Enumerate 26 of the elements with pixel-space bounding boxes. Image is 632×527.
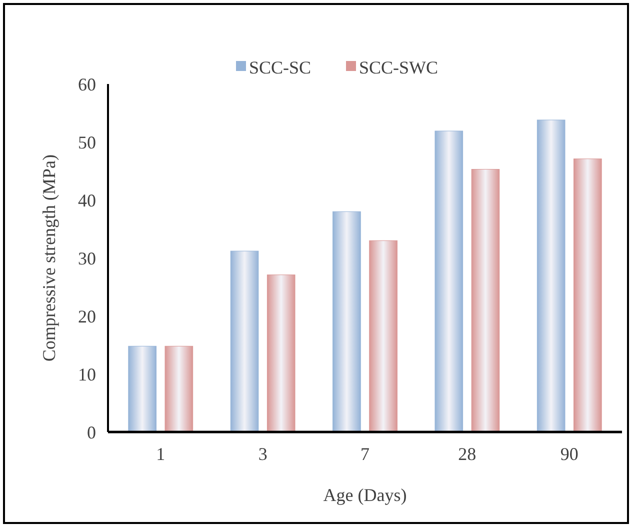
y-axis-title: Compressive strength (MPa): [39, 154, 59, 362]
bar: [434, 130, 464, 432]
bar: [128, 346, 156, 432]
y-tick-label: 60: [78, 74, 96, 94]
y-tick-label: 50: [78, 132, 96, 152]
x-tick-label: 7: [360, 444, 370, 464]
x-tick-label: 1: [156, 444, 166, 464]
bar: [574, 158, 602, 432]
legend-label: SCC-SC: [249, 57, 312, 78]
y-tick-label: 10: [78, 364, 96, 384]
bar: [266, 274, 296, 432]
bar: [471, 169, 500, 432]
x-axis-title: Age (Days): [323, 485, 407, 505]
x-tick-label: 28: [458, 444, 476, 464]
y-tick-label: 40: [78, 190, 96, 210]
x-tick-label: 3: [258, 444, 268, 464]
bar: [230, 250, 259, 432]
x-tick-label: 90: [560, 444, 578, 464]
bar: [332, 211, 361, 432]
bar: [536, 120, 566, 432]
bar: [369, 240, 398, 432]
legend-label: SCC-SWC: [359, 57, 438, 78]
bar: [164, 346, 194, 432]
y-tick-label: 30: [78, 248, 96, 268]
y-tick-label: 20: [78, 306, 96, 326]
y-tick-label: 0: [87, 422, 96, 442]
